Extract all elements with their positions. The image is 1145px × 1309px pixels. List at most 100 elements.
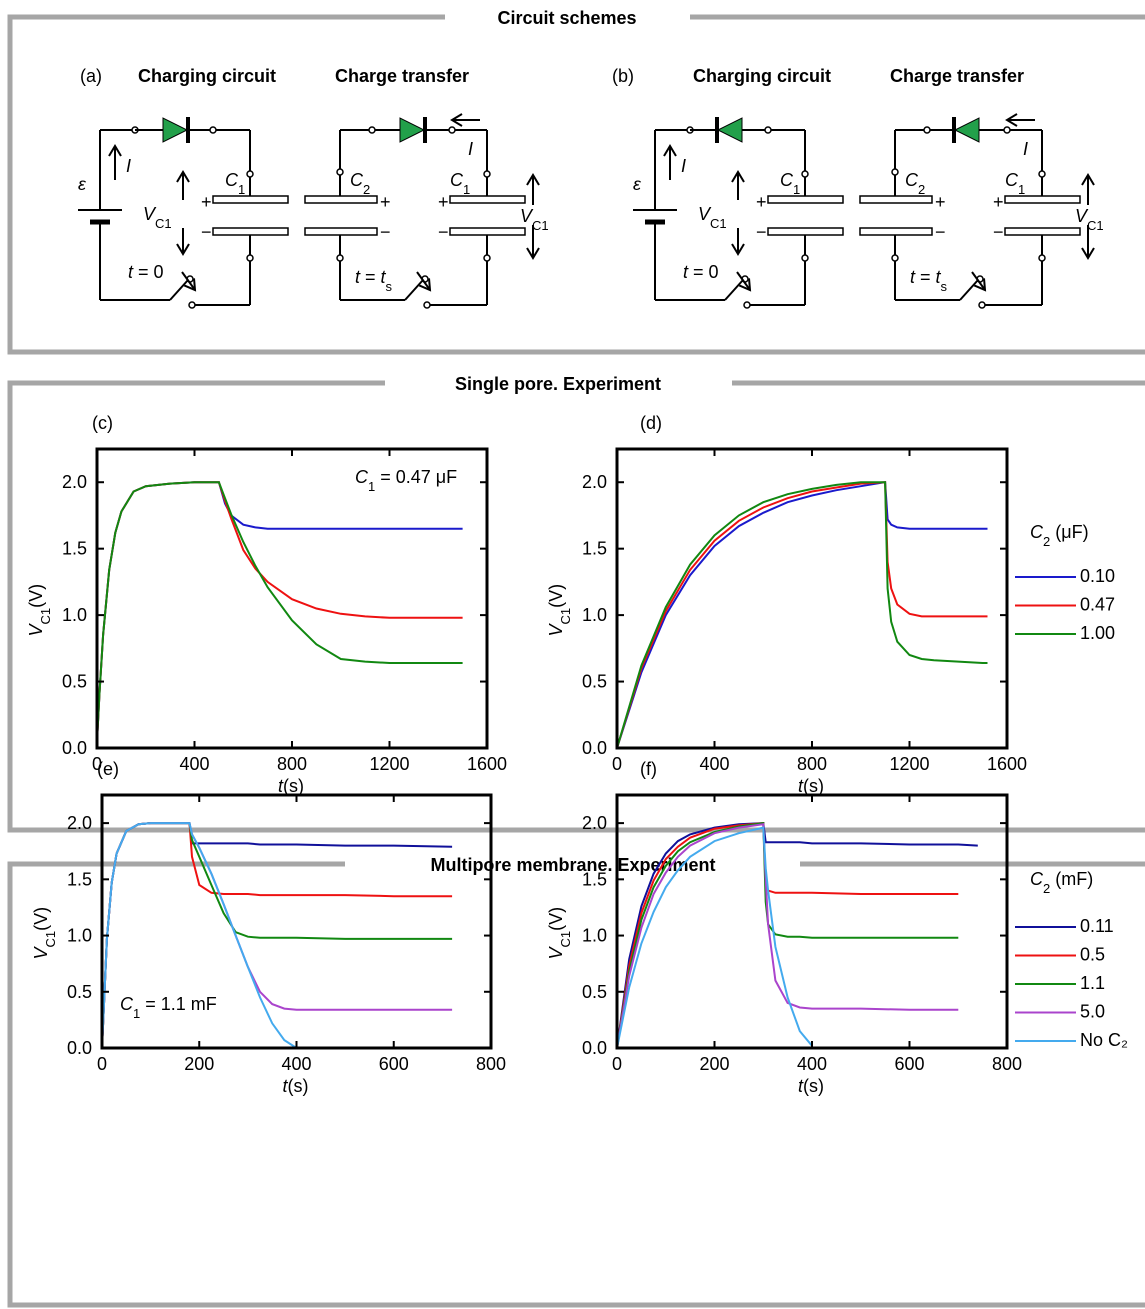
switch-label-part: t [683, 262, 689, 282]
voltage-label-part: V [698, 204, 712, 224]
y-axis-label: VC1(V) [546, 584, 573, 637]
capacitor-label-part: C [225, 170, 239, 190]
capacitor-plate [449, 227, 526, 236]
frame [7, 14, 1145, 355]
arrow-head [731, 243, 745, 256]
capacitor-label: C1 [225, 170, 245, 197]
polarity: + [993, 192, 1004, 212]
diode [716, 117, 743, 143]
switch-label-part: s [941, 279, 948, 294]
terminal [923, 126, 931, 134]
x-tick-label: 1200 [889, 754, 929, 774]
arrow-head [176, 170, 190, 183]
y-axis-label-part: C1 [43, 931, 58, 948]
voltage-label-part: C1 [532, 218, 549, 233]
terminal [1003, 126, 1011, 134]
x-tick-label: 1600 [987, 754, 1027, 774]
x-axis-label: t(s) [798, 1076, 824, 1096]
terminal [891, 254, 899, 262]
y-tick-label: 2.0 [67, 813, 92, 833]
y-axis-label-part: C1 [558, 608, 573, 625]
annotation-part: C [355, 467, 369, 487]
series-line [616, 481, 988, 749]
legend-title-part: C [1030, 869, 1044, 889]
x-tick-label: 800 [476, 1054, 506, 1074]
voltage-label-part: C1 [710, 216, 727, 231]
legend-title-part: 2 [1043, 534, 1050, 549]
y-tick-label: 0.0 [67, 1038, 92, 1058]
arrow-head [973, 278, 987, 292]
polarity-part: + [756, 192, 767, 212]
x-axis-label-part: (s) [288, 1076, 309, 1096]
x-tick-label: 200 [184, 1054, 214, 1074]
capacitor-label-part: 2 [918, 182, 925, 197]
y-tick-label: 0.5 [582, 672, 607, 692]
terminal [448, 126, 456, 134]
arrow [971, 271, 986, 291]
section-title: Circuit schemes [497, 8, 636, 28]
capacitor-label: C1 [1005, 170, 1025, 197]
polarity-part: + [201, 192, 212, 212]
y-tick-label: 2.0 [62, 472, 87, 492]
arrow [181, 271, 196, 291]
terminal [209, 126, 217, 134]
frame [7, 861, 1145, 1308]
switch-label-part: t [936, 267, 942, 287]
polarity-part: + [380, 192, 391, 212]
capacitor-label-part: 1 [463, 182, 470, 197]
capacitor-plate [859, 227, 933, 236]
voltage-label-part: V [520, 206, 534, 226]
terminal [483, 170, 491, 178]
polarity: − [201, 222, 212, 242]
y-tick-label: 2.0 [582, 813, 607, 833]
capacitor-label-part: C [780, 170, 794, 190]
terminal [764, 126, 772, 134]
annotation-part: = 1.1 mF [140, 994, 217, 1014]
arrow-head [526, 173, 540, 186]
switch-label-part: t [128, 262, 134, 282]
capacitor-label-part: 1 [793, 182, 800, 197]
arrow-head [663, 144, 677, 157]
y-tick-label: 0.5 [67, 982, 92, 1002]
legend-label: 1.1 [1080, 973, 1105, 993]
terminal [483, 254, 491, 262]
terminal [336, 168, 344, 176]
polarity: − [993, 222, 1004, 242]
x-axis-label-part: (s) [803, 1076, 824, 1096]
y-axis-label-part: (V) [31, 907, 51, 931]
y-tick-label: 0.0 [582, 1038, 607, 1058]
y-tick-label: 0.5 [62, 672, 87, 692]
legend-title-part: C [1030, 522, 1044, 542]
x-tick-label: 800 [797, 754, 827, 774]
switch-label-part: = 0 [688, 262, 719, 282]
y-axis-label-part: (V) [546, 584, 566, 608]
arrow-head [1081, 173, 1095, 186]
polarity: − [756, 222, 767, 242]
polarity: + [935, 192, 946, 212]
current-label-part: I [126, 156, 131, 176]
x-axis-label-part: t [283, 1076, 289, 1096]
legend-title-part: 2 [1043, 881, 1050, 896]
annotation: C1 = 0.47 μF [355, 467, 457, 494]
capacitor-plate [304, 195, 378, 204]
y-tick-label: 0.0 [62, 738, 87, 758]
x-axis-label-part: (s) [803, 776, 824, 796]
switch-label: t = 0 [128, 262, 164, 282]
arrow-head [176, 243, 190, 256]
x-tick-label: 1200 [369, 754, 409, 774]
panel-label: (e) [97, 759, 119, 779]
legend-title: C2 (μF) [1030, 522, 1089, 549]
polarity-part: − [756, 222, 767, 242]
annotation-part: C [120, 994, 134, 1014]
x-axis-label: t(s) [283, 1076, 309, 1096]
x-tick-label: 400 [699, 754, 729, 774]
polarity-part: + [993, 192, 1004, 212]
panel-label: (b) [612, 66, 634, 86]
series-line [101, 822, 453, 1049]
polarity-part: + [438, 192, 449, 212]
x-tick-label: 800 [277, 754, 307, 774]
legend-title: C2 (mF) [1030, 869, 1093, 896]
current-label-part: I [468, 139, 473, 159]
section-title: Single pore. Experiment [455, 374, 661, 394]
y-tick-label: 1.0 [582, 605, 607, 625]
